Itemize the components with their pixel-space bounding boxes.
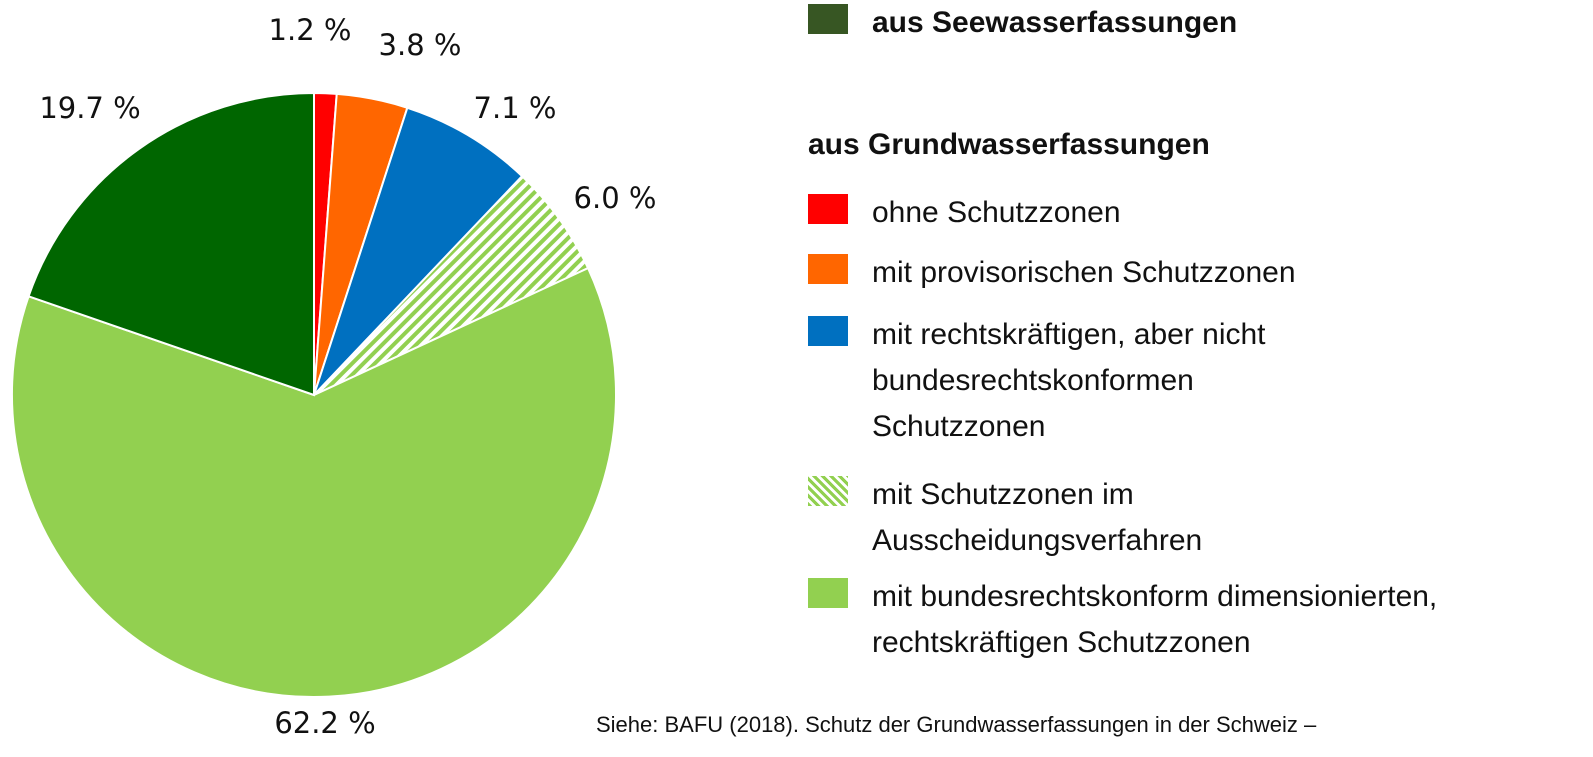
pie-chart: 1.2 % 3.8 % 7.1 % 6.0 % 62.2 % 19.7 %: [11, 13, 657, 740]
legend-label: mit bundesrechtskonform dimensionierten,…: [872, 580, 1438, 659]
pie-slice: [11, 266, 617, 698]
value-label: 6.0 %: [574, 181, 657, 215]
value-label: 62.2 %: [274, 706, 375, 740]
legend-label: aus Seewasserfassungen: [872, 6, 1238, 39]
value-label: 19.7 %: [39, 91, 140, 125]
legend-swatch: [808, 254, 848, 284]
legend-swatch: [808, 476, 848, 506]
legend-label: ohne Schutzzonen: [872, 196, 1121, 229]
legend-swatch: [808, 4, 848, 34]
value-label: 3.8 %: [379, 28, 462, 62]
pie-slice: [313, 106, 524, 396]
legend-label: mit rechtskräftigen, aber nicht bundesre…: [872, 318, 1266, 443]
value-label: 1.2 %: [269, 13, 352, 47]
legend-swatch: [808, 194, 848, 224]
legend-swatch: [808, 578, 848, 608]
pie-slice: [27, 91, 315, 397]
legend-swatch: [808, 316, 848, 346]
source: Siehe: BAFU (2018). Schutz der Grundwass…: [596, 712, 1317, 737]
legend-label: mit provisorischen Schutzzonen: [872, 256, 1296, 289]
legend-heading: aus Grundwasserfassungen: [808, 128, 1210, 161]
value-label: 7.1 %: [474, 91, 557, 125]
legend-label: mit Schutzzonen im Ausscheidungsverfahre…: [872, 478, 1203, 557]
